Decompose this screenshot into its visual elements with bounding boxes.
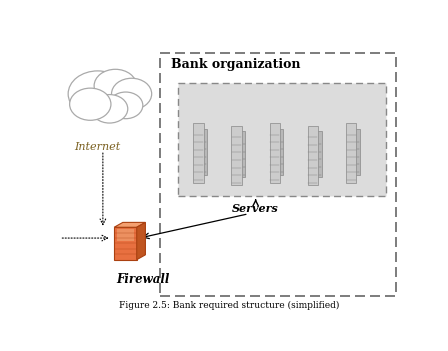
Bar	[270, 123, 280, 183]
Circle shape	[112, 78, 152, 110]
Bar	[177, 83, 386, 196]
Bar	[308, 126, 318, 185]
Bar	[199, 128, 207, 174]
Circle shape	[69, 88, 111, 120]
Polygon shape	[114, 223, 146, 227]
Polygon shape	[117, 230, 134, 241]
Bar	[193, 123, 203, 183]
Text: Internet: Internet	[74, 142, 121, 152]
Text: Bank organization: Bank organization	[171, 58, 300, 71]
Polygon shape	[114, 227, 137, 260]
Text: Figure 2.5: Bank required structure (simplified): Figure 2.5: Bank required structure (sim…	[120, 300, 340, 310]
Bar	[314, 131, 322, 177]
Bar	[276, 128, 284, 174]
Polygon shape	[137, 223, 146, 260]
Text: Servers: Servers	[232, 203, 279, 214]
Circle shape	[68, 71, 127, 117]
Bar	[160, 53, 396, 296]
Bar	[231, 126, 242, 185]
Circle shape	[94, 69, 137, 102]
Bar	[352, 128, 360, 174]
Circle shape	[91, 94, 128, 123]
Bar	[237, 131, 245, 177]
Text: Firewall: Firewall	[117, 273, 170, 286]
Bar	[346, 123, 356, 183]
Circle shape	[108, 92, 143, 119]
